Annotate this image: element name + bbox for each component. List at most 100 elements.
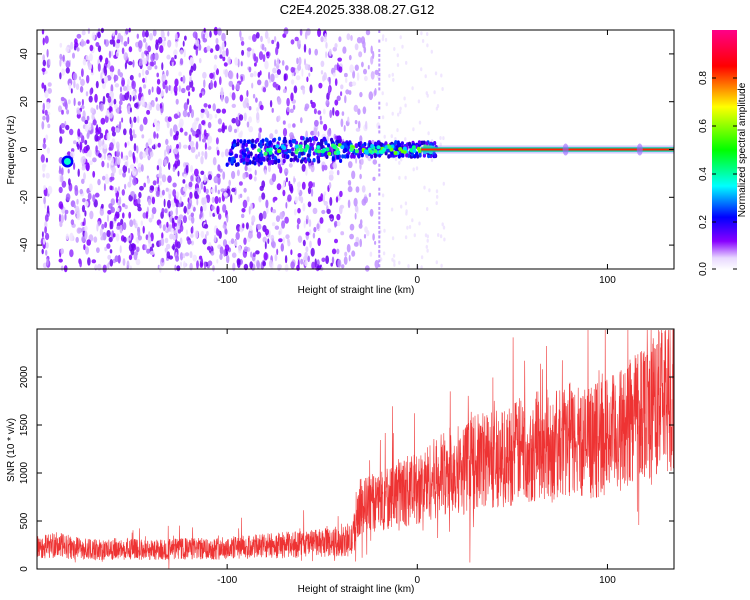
- spectrogram-noise-cell: [282, 179, 286, 189]
- spectrogram-noise-cell: [305, 167, 308, 176]
- spectrogram-noise-cell: [87, 130, 90, 138]
- spectrogram-noise-cell: [224, 148, 229, 157]
- spectrogram-noise-cell: [122, 212, 125, 219]
- spectrogram-noise-cell: [314, 48, 319, 56]
- spectrogram-noise-cell: [179, 118, 184, 128]
- spectrogram-noise-cell: [348, 81, 353, 87]
- spectrogram-noise-cell: [132, 177, 138, 186]
- spectrogram-noise-cell: [359, 162, 362, 170]
- spectrogram-noise-cell: [82, 58, 87, 66]
- spectrogram-noise-cell: [80, 78, 85, 86]
- spectrogram-noise-cell: [246, 102, 250, 109]
- spectrogram-noise-cell: [262, 54, 266, 63]
- spectrogram-noise-cell: [138, 191, 142, 199]
- spectrogram-noise-cell: [176, 265, 181, 272]
- spectrogram-noise-cell: [440, 73, 443, 78]
- spectrogram-noise-cell: [394, 137, 397, 141]
- spectrogram-noise-cell: [173, 222, 177, 227]
- spectrogram-noise-cell: [319, 115, 322, 121]
- spectrogram-noise-cell: [92, 170, 96, 178]
- spectrogram-signal-cell: [270, 159, 274, 164]
- spectrogram-noise-cell: [203, 174, 207, 183]
- spectrogram-noise-cell: [142, 60, 148, 65]
- spectrogram-noise-cell: [400, 204, 403, 209]
- spectrogram-noise-cell: [347, 186, 353, 193]
- spectrogram-noise-cell: [349, 233, 354, 240]
- spectrogram-noise-cell: [144, 76, 147, 84]
- spectrogram-noise-cell: [265, 199, 269, 209]
- spectrogram-noise-cell: [123, 236, 127, 243]
- spectrogram-noise-cell: [241, 208, 246, 213]
- spectrogram-noise-cell: [415, 166, 419, 171]
- spectrogram-noise-cell: [198, 134, 202, 142]
- spectrogram-signal-cell: [562, 143, 569, 156]
- spectrogram-signal-cell: [251, 138, 255, 144]
- spectrogram-noise-cell: [66, 109, 70, 115]
- spectrogram-noise-cell: [310, 66, 313, 73]
- spectrogram-signal-cell: [247, 154, 251, 159]
- spectrogram-noise-cell: [349, 64, 354, 73]
- spectrogram-signal-cell: [336, 150, 341, 155]
- spectrogram-noise-cell: [81, 204, 86, 213]
- spectrogram-noise-cell: [118, 104, 122, 111]
- spectrogram-noise-cell: [277, 264, 281, 272]
- spectrogram-noise-cell: [189, 191, 193, 199]
- spectrogram-noise-cell: [199, 92, 203, 98]
- spectrogram-noise-cell: [420, 67, 423, 72]
- spectrogram-noise-cell: [161, 232, 164, 240]
- spectrogram-noise-cell: [283, 27, 289, 35]
- spectrogram-noise-cell: [248, 173, 253, 180]
- spectrogram-signal-cell: [261, 156, 265, 161]
- spectrogram-noise-cell: [170, 228, 173, 233]
- spectrogram-noise-cell: [378, 30, 381, 33]
- spectrogram-noise-cell: [283, 73, 287, 82]
- spectrogram-noise-cell: [59, 136, 63, 144]
- spectrogram-noise-cell: [199, 262, 204, 268]
- spectrogram-noise-cell: [122, 222, 127, 231]
- spectrogram-signal-cell: [300, 135, 304, 141]
- spectrogram-signal-cell: [297, 154, 301, 159]
- spectrogram-noise-cell: [216, 149, 220, 156]
- spectrogram-signal-cell: [248, 160, 252, 165]
- spectrogram-noise-cell: [404, 103, 407, 108]
- spectrogram-noise-cell: [282, 120, 286, 125]
- spectrogram-noise-cell: [271, 173, 277, 182]
- spectrogram-noise-cell: [203, 185, 206, 193]
- spectrogram-noise-cell: [84, 124, 89, 132]
- spectrogram-noise-cell: [65, 193, 71, 201]
- spectrogram-noise-cell: [405, 60, 408, 65]
- spectrogram-noise-cell: [101, 203, 104, 209]
- spectrogram-noise-cell: [179, 224, 184, 232]
- colorbar-label: Normalized spectral amplitude: [737, 82, 748, 217]
- spectrogram-noise-cell: [95, 127, 98, 132]
- spectrogram-noise-cell: [149, 250, 155, 256]
- spectrogram-noise-cell: [297, 259, 300, 268]
- spectrogram-noise-cell: [249, 202, 253, 211]
- spectrogram-noise-cell: [106, 230, 111, 238]
- spectrogram-noise-cell: [293, 85, 298, 94]
- spectrogram-noise-cell: [297, 207, 301, 214]
- spectrogram-noise-cell: [323, 200, 328, 206]
- spectrogram-noise-cell: [94, 263, 97, 269]
- spectrogram-noise-cell: [325, 51, 328, 59]
- spectrogram-signal-cell: [344, 148, 348, 153]
- spectrogram-noise-cell: [346, 33, 351, 41]
- spectrogram-noise-cell: [167, 116, 172, 122]
- spectrogram-noise-cell: [378, 211, 381, 215]
- spectrogram-noise-cell: [222, 56, 226, 62]
- spectrogram-noise-cell: [219, 246, 224, 255]
- snr-y-tick-label: 1500: [19, 413, 30, 436]
- spectrogram-noise-cell: [215, 37, 219, 45]
- spectrogram-noise-cell: [306, 76, 309, 83]
- spectrogram-noise-cell: [129, 233, 132, 241]
- spectrogram-noise-cell: [124, 204, 128, 210]
- spectrogram-noise-cell: [177, 170, 180, 177]
- spectrogram-noise-cell: [161, 189, 165, 196]
- spectrogram-noise-cell: [60, 174, 64, 183]
- spectrogram-noise-cell: [158, 36, 163, 44]
- spectrogram-signal-cell: [277, 158, 281, 164]
- spectrogram-line-core: [421, 148, 674, 151]
- spectrogram-noise-cell: [207, 260, 213, 267]
- spectrogram-noise-cell: [163, 36, 166, 42]
- spectrogram-noise-cell: [378, 53, 381, 57]
